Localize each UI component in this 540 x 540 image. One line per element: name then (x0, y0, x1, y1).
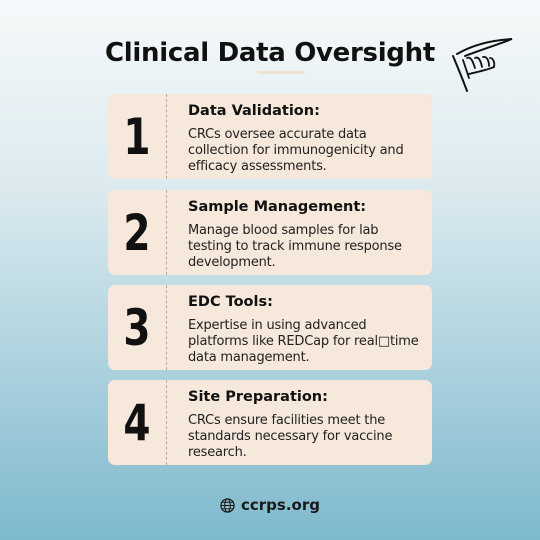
card-heading: EDC Tools: (188, 294, 273, 310)
hand-pen-icon (452, 38, 513, 92)
card-number: 2 (123, 203, 151, 262)
card-number: 1 (123, 107, 151, 166)
card-divider (166, 380, 167, 465)
card-description: Expertise in using advanced platforms li… (188, 318, 419, 365)
card-description: CRCs ensure facilities meet the standard… (188, 413, 393, 460)
card-site-preparation: 4 Site Preparation: CRCs ensure faciliti… (108, 380, 432, 465)
page-title: Clinical Data Oversight (105, 38, 435, 68)
website-link[interactable]: ccrps.org (241, 496, 320, 514)
card-description: CRCs oversee accurate data collection fo… (188, 127, 404, 174)
card-description: Manage blood samples for lab testing to … (188, 223, 402, 270)
card-divider (166, 285, 167, 370)
card-heading: Sample Management: (188, 199, 367, 215)
footer: ccrps.org (0, 496, 540, 514)
card-divider (166, 94, 167, 179)
card-divider (166, 190, 167, 275)
title-underline (257, 71, 305, 74)
card-edc-tools: 3 EDC Tools: Expertise in using advanced… (108, 285, 432, 370)
card-number: 4 (123, 393, 151, 452)
card-heading: Data Validation: (188, 103, 320, 119)
card-sample-management: 2 Sample Management: Manage blood sample… (108, 190, 432, 275)
globe-icon (220, 497, 235, 513)
card-data-validation: 1 Data Validation: CRCs oversee accurate… (108, 94, 432, 179)
card-heading: Site Preparation: (188, 389, 328, 405)
card-number: 3 (123, 298, 151, 357)
